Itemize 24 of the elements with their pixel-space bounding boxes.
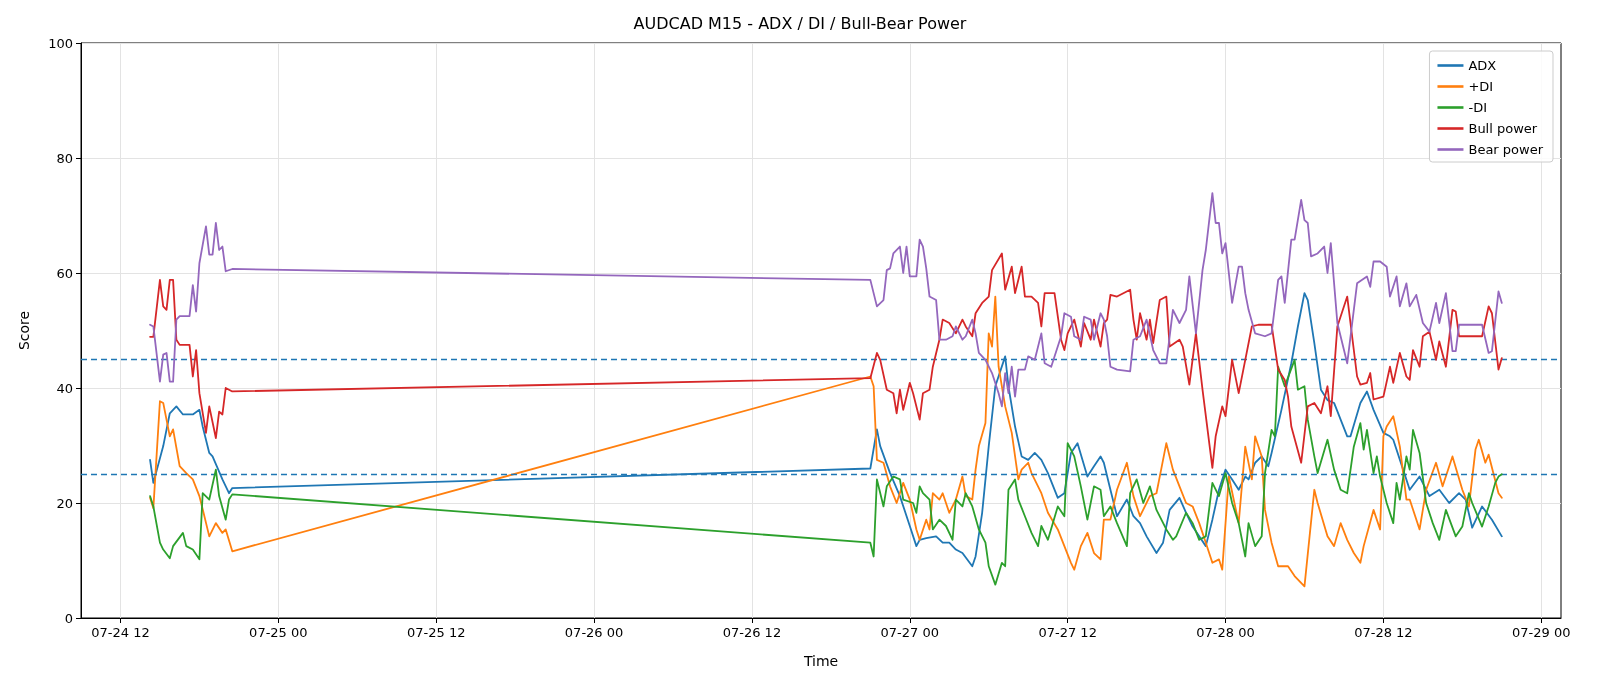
- y-tick-label: 0: [64, 610, 73, 626]
- x-axis-title: Time: [802, 653, 839, 669]
- chart-title: AUDCAD M15 - ADX / DI / Bull-Bear Power: [633, 13, 967, 33]
- x-tick-label: 07-26 00: [564, 625, 624, 640]
- x-tick-label: 07-27 12: [1038, 625, 1097, 640]
- y-tick-label: 80: [56, 150, 73, 166]
- y-tick-label: 100: [48, 35, 73, 51]
- legend-label: -DI: [1468, 100, 1488, 115]
- y-tick-label: 40: [56, 380, 73, 396]
- legend-label: ADX: [1468, 58, 1497, 73]
- legend-label: Bear power: [1468, 142, 1544, 157]
- x-tick-label: 07-28 00: [1196, 625, 1255, 640]
- x-tick-label: 07-28 12: [1354, 625, 1413, 640]
- legend-label: +DI: [1468, 79, 1494, 94]
- legend-label: Bull power: [1468, 121, 1538, 136]
- x-tick-label: 07-25 00: [249, 625, 308, 640]
- x-tick-label: 07-24 12: [91, 625, 150, 640]
- y-axis-title: Score: [16, 310, 32, 351]
- x-tick-label: 07-25 12: [406, 625, 466, 640]
- y-tick-label: 20: [56, 495, 73, 511]
- x-tick-label: 07-29 00: [1512, 625, 1571, 640]
- y-tick-label: 60: [56, 265, 73, 281]
- x-tick-label: 07-27 00: [880, 625, 940, 640]
- x-tick-label: 07-26 12: [722, 625, 782, 640]
